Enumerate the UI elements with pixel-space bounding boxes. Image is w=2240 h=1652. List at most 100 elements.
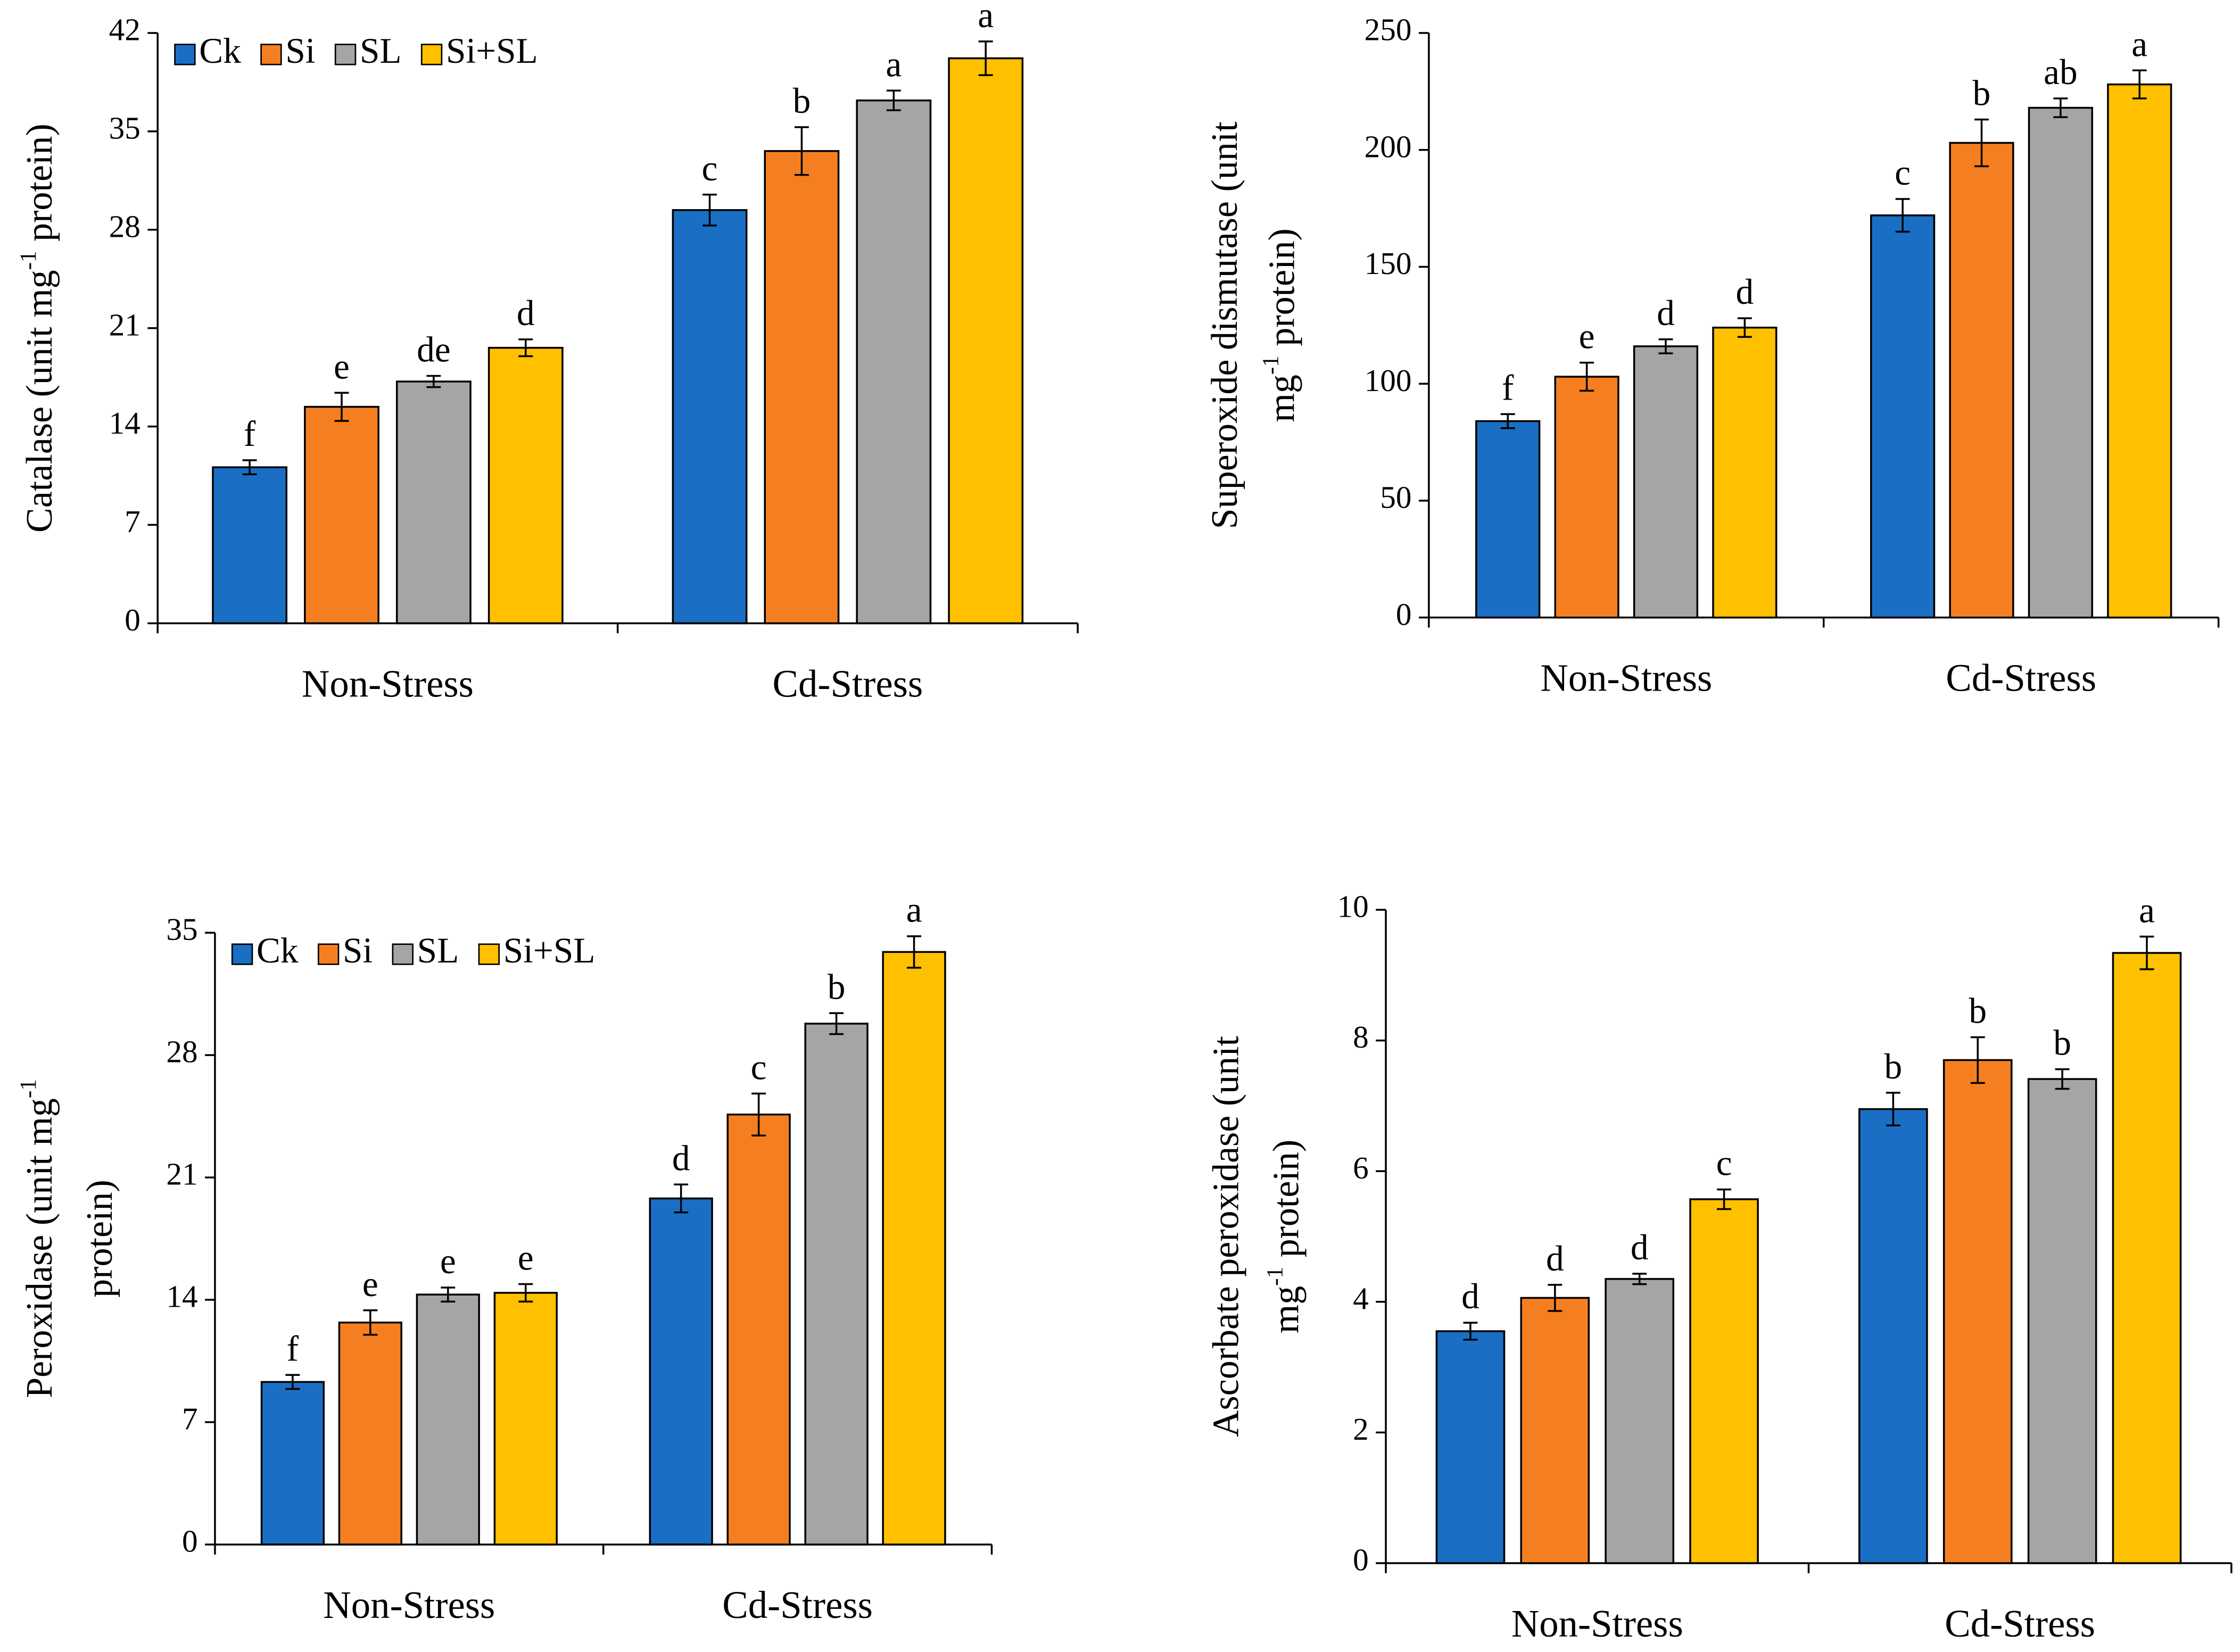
- error-bar: [1717, 1188, 1732, 1210]
- legend-swatch: [231, 943, 253, 965]
- error-bar: [1548, 1284, 1563, 1312]
- y-axis-title-part: Ascorbate peroxidase (unit: [1206, 1035, 1247, 1437]
- error-bar: [2053, 97, 2068, 118]
- bar: [416, 1293, 480, 1546]
- y-tick-label: 6: [1353, 1150, 1369, 1185]
- y-axis-title-part: protein): [1266, 1140, 1307, 1267]
- error-bar: [886, 89, 901, 112]
- error-bar: [829, 1012, 844, 1035]
- error-bar: [794, 126, 809, 176]
- legend-swatch: [478, 943, 500, 965]
- x-tick-label: Cd-Stress: [1946, 657, 2096, 700]
- bar: [649, 1197, 713, 1546]
- legend-label: Si+SL: [446, 31, 538, 71]
- significance-letter: c: [751, 1047, 767, 1087]
- y-tick-label: 35: [166, 912, 197, 947]
- y-tick-label: 50: [1380, 480, 1411, 515]
- significance-letter: de: [417, 330, 451, 370]
- y-axis-title-part: Peroxidase (unit mg: [19, 1098, 60, 1398]
- significance-letter: c: [1895, 153, 1911, 193]
- y-tick-label: 4: [1353, 1281, 1369, 1316]
- significance-letter: d: [672, 1138, 690, 1178]
- error-bar: [518, 1283, 533, 1303]
- legend-label: Si: [285, 31, 315, 71]
- significance-letter: f: [244, 414, 256, 454]
- y-tick-label: 21: [166, 1157, 197, 1192]
- error-bar: [1970, 1036, 1985, 1084]
- bar: [1605, 1278, 1674, 1564]
- significance-letter: d: [1546, 1239, 1564, 1279]
- y-tick-label: 14: [109, 405, 140, 441]
- significance-letter: b: [828, 967, 846, 1007]
- y-tick-label: 8: [1353, 1019, 1369, 1055]
- significance-letter: f: [287, 1329, 299, 1368]
- y-tick-label: 100: [1365, 363, 1412, 398]
- bar: [212, 466, 288, 625]
- bar: [2028, 106, 2093, 619]
- error-bar: [426, 375, 441, 388]
- significance-letter: d: [1736, 272, 1754, 312]
- error-bar: [751, 1092, 766, 1136]
- y-tick-label: 7: [182, 1401, 198, 1437]
- y-tick-label: 0: [182, 1524, 198, 1559]
- y-tick-label: 150: [1365, 246, 1412, 281]
- error-bar: [1580, 361, 1594, 392]
- bar: [726, 1114, 791, 1546]
- significance-letter: a: [886, 44, 902, 84]
- x-tick-label: Cd-Stress: [772, 662, 923, 705]
- y-axis-title-part: mg: [1262, 375, 1303, 422]
- y-axis-title-part: protein): [19, 123, 60, 251]
- error-bar: [518, 338, 533, 358]
- significance-letter: e: [334, 346, 350, 386]
- bar: [304, 405, 379, 625]
- legend-swatch: [334, 44, 357, 65]
- significance-letter: b: [1969, 991, 1987, 1031]
- x-tick-label: Cd-Stress: [1945, 1602, 2095, 1645]
- panel: 0 2 4 6 8 10 Non-Stress d d d c Cd-Stress b b b a Ascorb…: [1206, 889, 2233, 1645]
- bar: [260, 1381, 325, 1546]
- error-bar: [441, 1286, 456, 1303]
- error-bar: [2055, 1068, 2070, 1090]
- legend-swatch: [317, 943, 340, 965]
- legend-label: Ck: [257, 931, 299, 970]
- error-bar: [285, 1374, 300, 1390]
- bar: [487, 346, 564, 625]
- y-axis-title: mg-1 protein): [1263, 1140, 1307, 1333]
- significance-letter: d: [1461, 1276, 1479, 1316]
- y-axis-title-part: -1: [1263, 1267, 1288, 1286]
- panel: 0 7 14 21 28 35 Non-Stress f e e e Cd-Stress d c b a Ck S…: [16, 890, 993, 1626]
- significance-letter: e: [362, 1264, 378, 1304]
- y-tick-label: 21: [109, 307, 140, 342]
- error-bar: [1632, 1273, 1647, 1285]
- bar: [804, 1023, 869, 1546]
- significance-letter: b: [1973, 73, 1991, 113]
- y-tick-label: 0: [1353, 1542, 1369, 1578]
- y-axis-title-part: -1: [1259, 355, 1284, 375]
- bar: [1949, 142, 2014, 619]
- x-tick-label: Non-Stress: [323, 1583, 495, 1626]
- y-tick-label: 28: [109, 209, 140, 244]
- significance-letter: e: [440, 1241, 456, 1281]
- y-axis-title: Peroxidase (unit mg-1: [16, 1079, 60, 1398]
- error-bar: [978, 40, 993, 76]
- y-axis-title: Superoxide dismutase (unit: [1204, 121, 1245, 529]
- y-tick-label: 0: [125, 602, 140, 637]
- x-tick-label: Non-Stress: [302, 662, 474, 705]
- significance-letter: f: [1502, 368, 1514, 408]
- error-bar: [334, 392, 349, 422]
- legend-label: Si+SL: [503, 931, 596, 970]
- bar: [672, 209, 748, 625]
- bar: [948, 57, 1024, 625]
- error-bar: [1886, 1092, 1900, 1127]
- bar: [1689, 1198, 1759, 1564]
- y-tick-label: 42: [109, 12, 140, 47]
- error-bar: [907, 935, 921, 969]
- error-bar: [1895, 198, 1910, 233]
- error-bar: [1463, 1322, 1478, 1341]
- x-tick-label: Non-Stress: [1540, 657, 1712, 700]
- legend-swatch: [392, 943, 414, 965]
- bar: [1712, 326, 1778, 619]
- bar: [1858, 1108, 1928, 1564]
- significance-letter: c: [1716, 1143, 1732, 1183]
- y-tick-label: 0: [1396, 596, 1412, 632]
